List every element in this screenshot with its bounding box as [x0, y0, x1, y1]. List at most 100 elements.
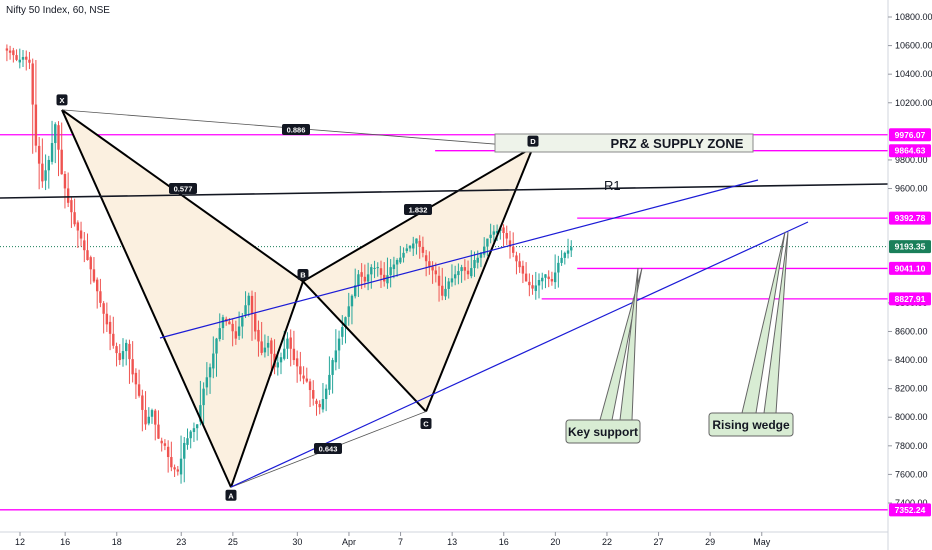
annotations-layer: PRZ & SUPPLY ZONE 0.886 0.577 1.832 0.643 X A B…	[56, 94, 794, 501]
ratio-badge	[282, 124, 310, 135]
candle-body	[63, 174, 67, 189]
candle-body	[437, 275, 441, 286]
candle-body	[341, 327, 344, 337]
candle-body	[157, 424, 160, 439]
candle-body	[166, 446, 170, 458]
candle-body	[431, 266, 434, 271]
candle-body	[350, 295, 354, 307]
candle-body	[57, 125, 60, 150]
candle-body	[402, 252, 405, 258]
candle-body	[505, 233, 508, 239]
pattern-point-label: B	[300, 270, 306, 279]
candle-body	[183, 442, 186, 459]
leg-ab	[230, 281, 304, 488]
candle-body	[150, 410, 154, 417]
ratio-badge	[169, 183, 197, 194]
candle-body	[550, 279, 554, 282]
candle-body	[357, 274, 360, 286]
candle-body	[66, 188, 70, 203]
candle-body	[383, 274, 386, 282]
candle-body	[547, 276, 550, 280]
price-tick-label: 10200.00	[895, 98, 932, 108]
candle-body	[92, 269, 96, 282]
candle-body	[363, 276, 367, 282]
key-support-box	[565, 419, 641, 444]
candle-body	[412, 243, 415, 249]
level-price-label: 9041.10	[895, 263, 926, 273]
candle-body	[176, 469, 179, 472]
candle-body	[299, 366, 302, 375]
candle-body	[228, 321, 231, 325]
leg-xa	[61, 109, 232, 488]
candle-body	[250, 295, 254, 314]
candle-body	[237, 326, 241, 336]
wedge-upper-line	[159, 179, 759, 339]
time-tick-label: 16	[60, 537, 70, 547]
candle-body	[392, 264, 396, 270]
price-tick-label: 9800.00	[895, 155, 928, 165]
time-tick-label: 29	[705, 537, 715, 547]
pattern-point-badge	[527, 135, 539, 147]
candle-body	[408, 245, 412, 249]
candle-body	[47, 159, 50, 171]
candle-body	[60, 149, 63, 175]
candle-body	[566, 250, 570, 254]
candle-body	[324, 388, 328, 400]
ratio-label: 1.832	[409, 206, 428, 215]
candle-body	[466, 270, 470, 275]
candle-body	[492, 231, 496, 235]
candle-body	[470, 268, 473, 277]
candle-body	[283, 348, 286, 359]
candle-body	[279, 357, 283, 363]
candle-body	[18, 59, 21, 63]
candle-body	[541, 277, 544, 282]
last-price-label: 9193.35	[895, 242, 926, 252]
candle-body	[34, 104, 38, 146]
candle-body	[476, 257, 479, 263]
candle-body	[457, 271, 460, 276]
candle-body	[221, 317, 225, 329]
chart-title: Nifty 50 Index, 60, NSE	[6, 5, 110, 16]
price-tick-label: 8400.00	[895, 355, 928, 365]
candle-body	[292, 348, 296, 361]
candle-body	[347, 306, 350, 317]
candle-body	[495, 230, 499, 234]
candle-body	[5, 48, 9, 51]
candle-body	[50, 143, 54, 162]
candle-body	[96, 279, 99, 292]
r1-line	[0, 183, 889, 199]
level-price-badge	[889, 128, 931, 142]
candle-body	[318, 403, 321, 408]
candle-body	[370, 267, 373, 275]
candle-body	[354, 285, 357, 297]
candle-body	[118, 353, 121, 361]
prz-zone-box	[494, 133, 754, 153]
candle-body	[389, 267, 392, 276]
level-price-badge	[889, 211, 931, 225]
level-price-badge	[889, 292, 931, 306]
candle-body	[560, 257, 563, 263]
time-tick-label: Apr	[342, 537, 356, 547]
candle-body	[147, 416, 150, 424]
candle-body	[231, 323, 234, 332]
price-axis[interactable]: 10800.0010600.0010400.0010200.009800.009…	[887, 0, 932, 550]
candle-body	[444, 288, 447, 297]
time-axis[interactable]: 12 16 18 23 25 30 Apr 7 13 16 20 22 27 29 May	[0, 531, 888, 547]
ratio-badge	[314, 443, 342, 454]
candle-body	[553, 272, 557, 283]
time-tick-label: 23	[176, 537, 186, 547]
candle-body	[28, 59, 31, 63]
key-support-label: Key support	[568, 425, 638, 439]
candle-body	[305, 378, 308, 382]
level-price-label: 9392.78	[895, 213, 926, 223]
pattern-xab-fill	[62, 109, 303, 488]
candle-body	[544, 274, 547, 278]
candle-body	[312, 390, 315, 399]
pattern-point-label: X	[59, 96, 64, 105]
candle-body	[108, 321, 112, 334]
candle-body	[528, 281, 531, 286]
candle-body	[405, 248, 408, 252]
candle-body	[257, 329, 260, 342]
pattern-point-badge	[420, 418, 432, 430]
